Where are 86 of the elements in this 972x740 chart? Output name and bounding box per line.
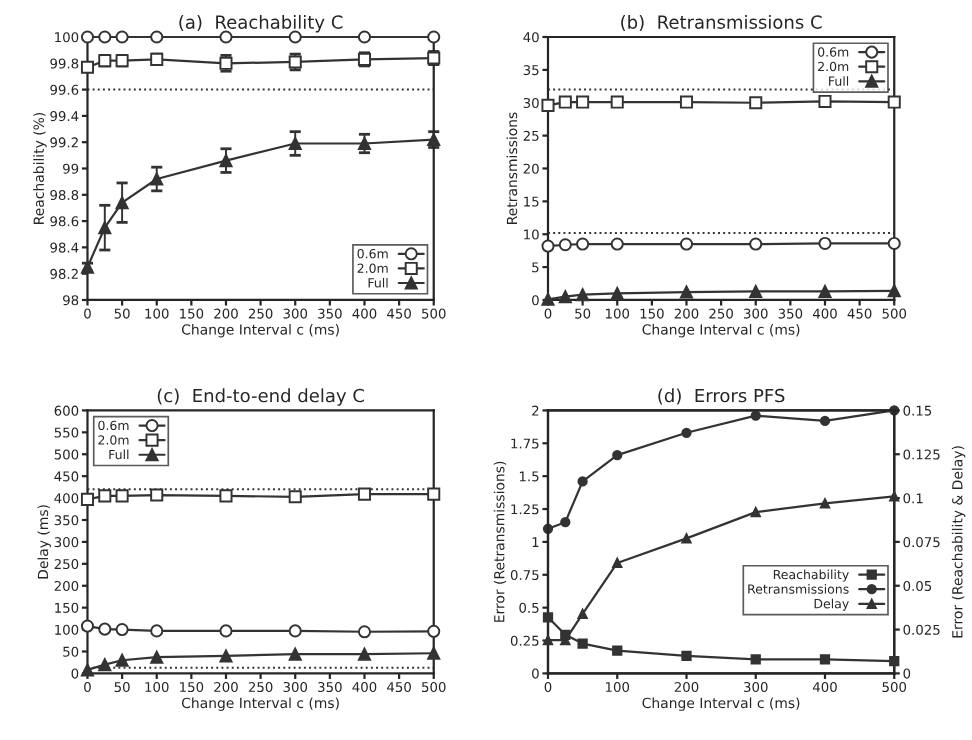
point xyxy=(681,533,692,544)
point xyxy=(887,284,901,298)
point xyxy=(610,286,624,300)
point xyxy=(427,624,441,638)
point xyxy=(576,95,590,109)
point xyxy=(427,646,441,660)
point xyxy=(80,619,95,633)
chart-title: (c) End-to-end delay C xyxy=(157,388,364,406)
point xyxy=(80,60,95,74)
point xyxy=(681,427,692,438)
point xyxy=(819,498,831,509)
chart-title: (a) Reachability C xyxy=(179,14,343,33)
point xyxy=(115,653,129,667)
point xyxy=(288,647,302,661)
point xyxy=(560,517,571,528)
point xyxy=(115,623,129,637)
point xyxy=(750,506,761,518)
point xyxy=(219,154,233,168)
point xyxy=(889,655,900,667)
point xyxy=(819,415,831,427)
point xyxy=(219,624,233,638)
point xyxy=(818,284,832,298)
point xyxy=(115,489,129,503)
point xyxy=(749,96,763,110)
point xyxy=(98,489,112,503)
point xyxy=(357,30,371,44)
point xyxy=(577,476,588,487)
point xyxy=(80,663,95,677)
point xyxy=(541,292,555,306)
point xyxy=(150,52,164,66)
point xyxy=(357,487,371,501)
point xyxy=(80,30,95,44)
point xyxy=(357,136,371,151)
point xyxy=(610,95,624,109)
point xyxy=(577,638,588,649)
point xyxy=(115,30,129,44)
point xyxy=(681,650,692,662)
point xyxy=(541,98,555,112)
point xyxy=(150,172,164,186)
point xyxy=(357,647,371,661)
point xyxy=(288,624,302,638)
point xyxy=(750,654,761,665)
point xyxy=(612,645,623,656)
point xyxy=(819,654,831,665)
point xyxy=(98,622,112,636)
point xyxy=(558,95,572,109)
point xyxy=(80,492,95,506)
point xyxy=(558,238,572,252)
chart-title: (b) Retransmissions C xyxy=(621,14,822,32)
point xyxy=(541,239,555,253)
point xyxy=(887,236,901,250)
point xyxy=(558,290,572,304)
point xyxy=(612,557,623,569)
point xyxy=(679,285,694,299)
point xyxy=(542,634,554,646)
point xyxy=(818,94,832,108)
point xyxy=(576,237,590,251)
point xyxy=(576,288,590,302)
point xyxy=(679,237,694,251)
point xyxy=(219,489,233,503)
point xyxy=(150,624,164,638)
point xyxy=(427,487,441,501)
point xyxy=(288,136,302,151)
point xyxy=(427,30,441,44)
point xyxy=(612,449,623,461)
point xyxy=(219,649,233,663)
point xyxy=(542,612,554,623)
point xyxy=(577,608,588,619)
point xyxy=(679,95,694,109)
point xyxy=(357,625,371,639)
point xyxy=(750,410,761,421)
point xyxy=(115,196,129,210)
point xyxy=(749,237,763,251)
point xyxy=(98,658,112,672)
point xyxy=(749,284,763,298)
point xyxy=(288,490,302,504)
point xyxy=(150,30,164,44)
chart-title: (d) Errors PFS xyxy=(658,388,785,405)
point xyxy=(818,236,832,250)
point xyxy=(150,488,164,502)
point xyxy=(98,30,112,44)
point xyxy=(887,95,901,109)
point xyxy=(889,491,900,502)
point xyxy=(610,237,624,251)
point xyxy=(98,221,112,235)
point xyxy=(150,650,164,664)
